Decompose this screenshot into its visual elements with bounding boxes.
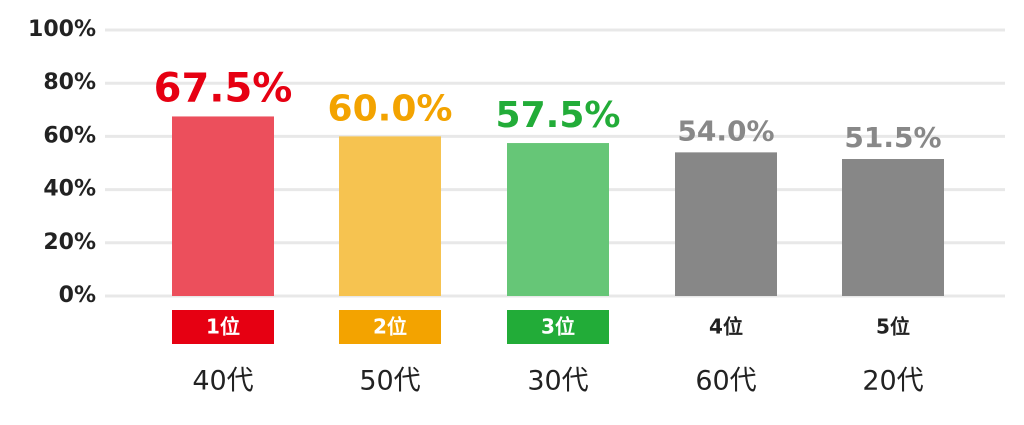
rank-badge — [339, 310, 441, 344]
value-label: 60.0% — [328, 88, 453, 129]
value-label: 51.5% — [844, 121, 941, 154]
y-tick-label: 20% — [43, 230, 96, 255]
rank-badge — [172, 310, 274, 344]
y-tick-label: 100% — [28, 17, 96, 42]
x-tick-label: 50代 — [359, 366, 420, 397]
bar — [172, 116, 274, 296]
rank-label: 5位 — [876, 315, 910, 339]
value-label: 54.0% — [677, 114, 774, 147]
value-label: 67.5% — [154, 65, 293, 111]
x-tick-label: 40代 — [192, 366, 253, 397]
bar — [842, 159, 944, 296]
rank-label: 1位 — [206, 315, 240, 339]
y-tick-label: 80% — [43, 70, 96, 95]
rank-label: 2位 — [373, 315, 407, 339]
rank-label: 3位 — [541, 315, 575, 339]
bar — [507, 143, 609, 296]
y-tick-label: 0% — [59, 283, 96, 308]
rank-badge — [507, 310, 609, 344]
rank-label: 4位 — [709, 315, 743, 339]
x-tick-label: 20代 — [862, 366, 923, 397]
bar — [675, 152, 777, 296]
x-tick-label: 60代 — [695, 366, 756, 397]
y-tick-label: 40% — [43, 177, 96, 202]
value-label: 57.5% — [496, 95, 621, 136]
x-tick-label: 30代 — [527, 366, 588, 397]
bar — [339, 136, 441, 296]
y-tick-label: 60% — [43, 123, 96, 148]
